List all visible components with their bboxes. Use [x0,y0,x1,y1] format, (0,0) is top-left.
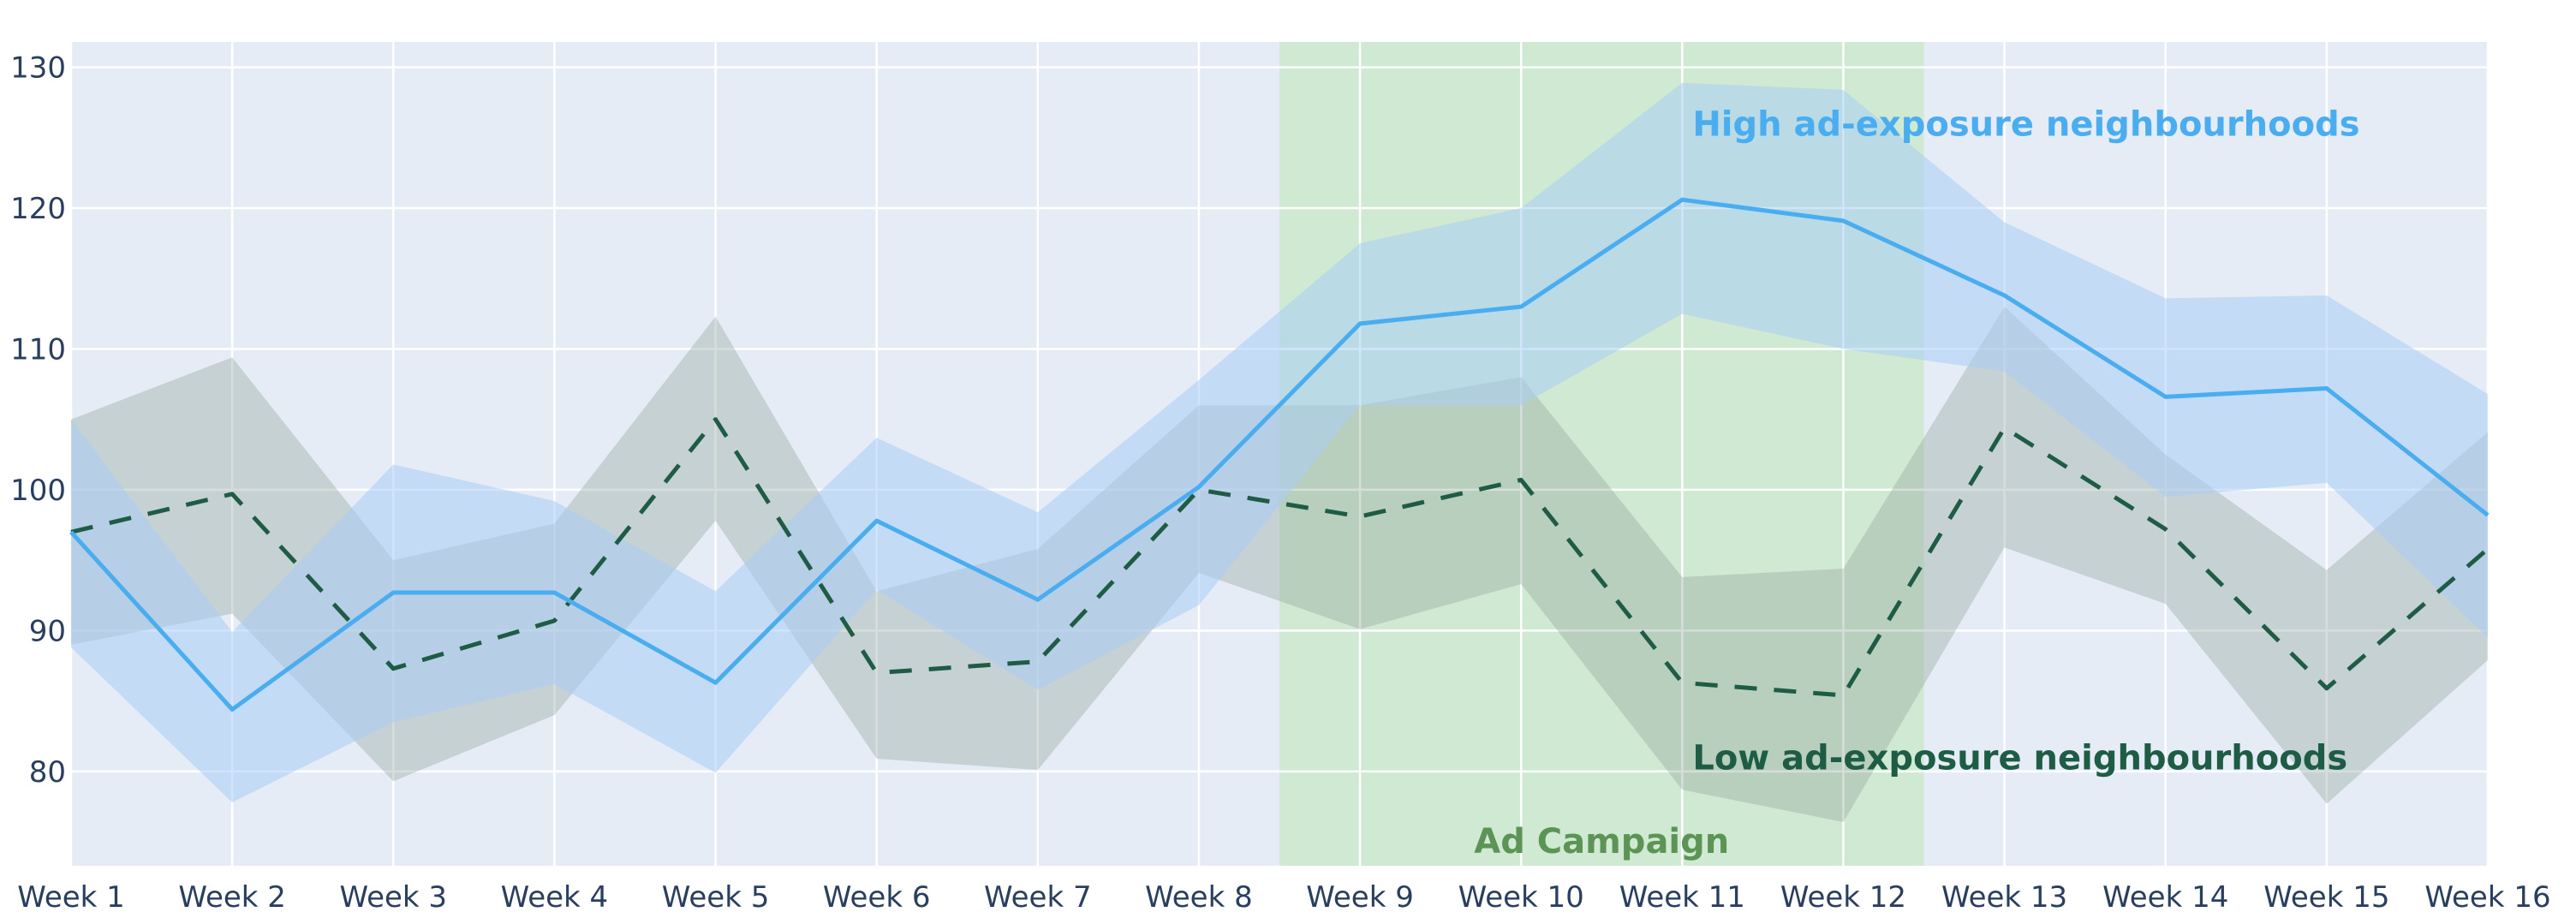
high-exposure-confidence-band [71,82,2488,802]
y-tick-label: 80 [29,755,66,790]
annotation-layer: High ad-exposure neighbourhoods Low ad-e… [1474,104,2359,861]
x-tick-label: Week 5 [662,880,770,915]
x-tick-label: Week 7 [984,880,1092,915]
x-tick-label: Week 9 [1306,880,1414,915]
low-exposure-line [70,417,2490,698]
x-tick-label: Week 6 [823,880,931,915]
x-tick-label: Week 11 [1619,880,1745,915]
confidence-band-layer [71,82,2488,823]
annotation-low-exposure: Low ad-exposure neighbourhoods [1692,738,2347,778]
x-tick-label: Week 1 [17,880,125,915]
x-tick-label: Week 12 [1780,880,1906,915]
high-exposure-line [69,197,2490,712]
y-tick-label: 130 [10,51,66,86]
x-tick-label: Week 3 [339,880,447,915]
annotation-ad-campaign: Ad Campaign [1474,822,1729,861]
series-line-layer [69,197,2490,712]
x-tick-label: Week 14 [2102,880,2228,915]
low-exposure-confidence-band [71,307,2488,823]
x-tick-label: Week 2 [178,880,286,915]
x-tick-label: Week 4 [501,880,609,915]
axis-tick-layer: Week 1 Week 2 Week 3 Week 4 Week 5 Week 6 Week… [10,51,2551,915]
annotation-high-exposure: High ad-exposure neighbourhoods [1692,104,2359,144]
x-tick-label: Week 13 [1941,880,2067,915]
x-tick-label: Week 16 [2424,880,2550,915]
y-tick-label: 100 [10,474,66,508]
y-tick-label: 120 [10,192,66,226]
y-tick-label: 90 [29,614,66,648]
y-tick-label: 110 [10,332,66,367]
x-tick-label: Week 10 [1458,880,1584,915]
x-tick-label: Week 8 [1145,880,1253,915]
x-tick-label: Week 15 [2263,880,2389,915]
